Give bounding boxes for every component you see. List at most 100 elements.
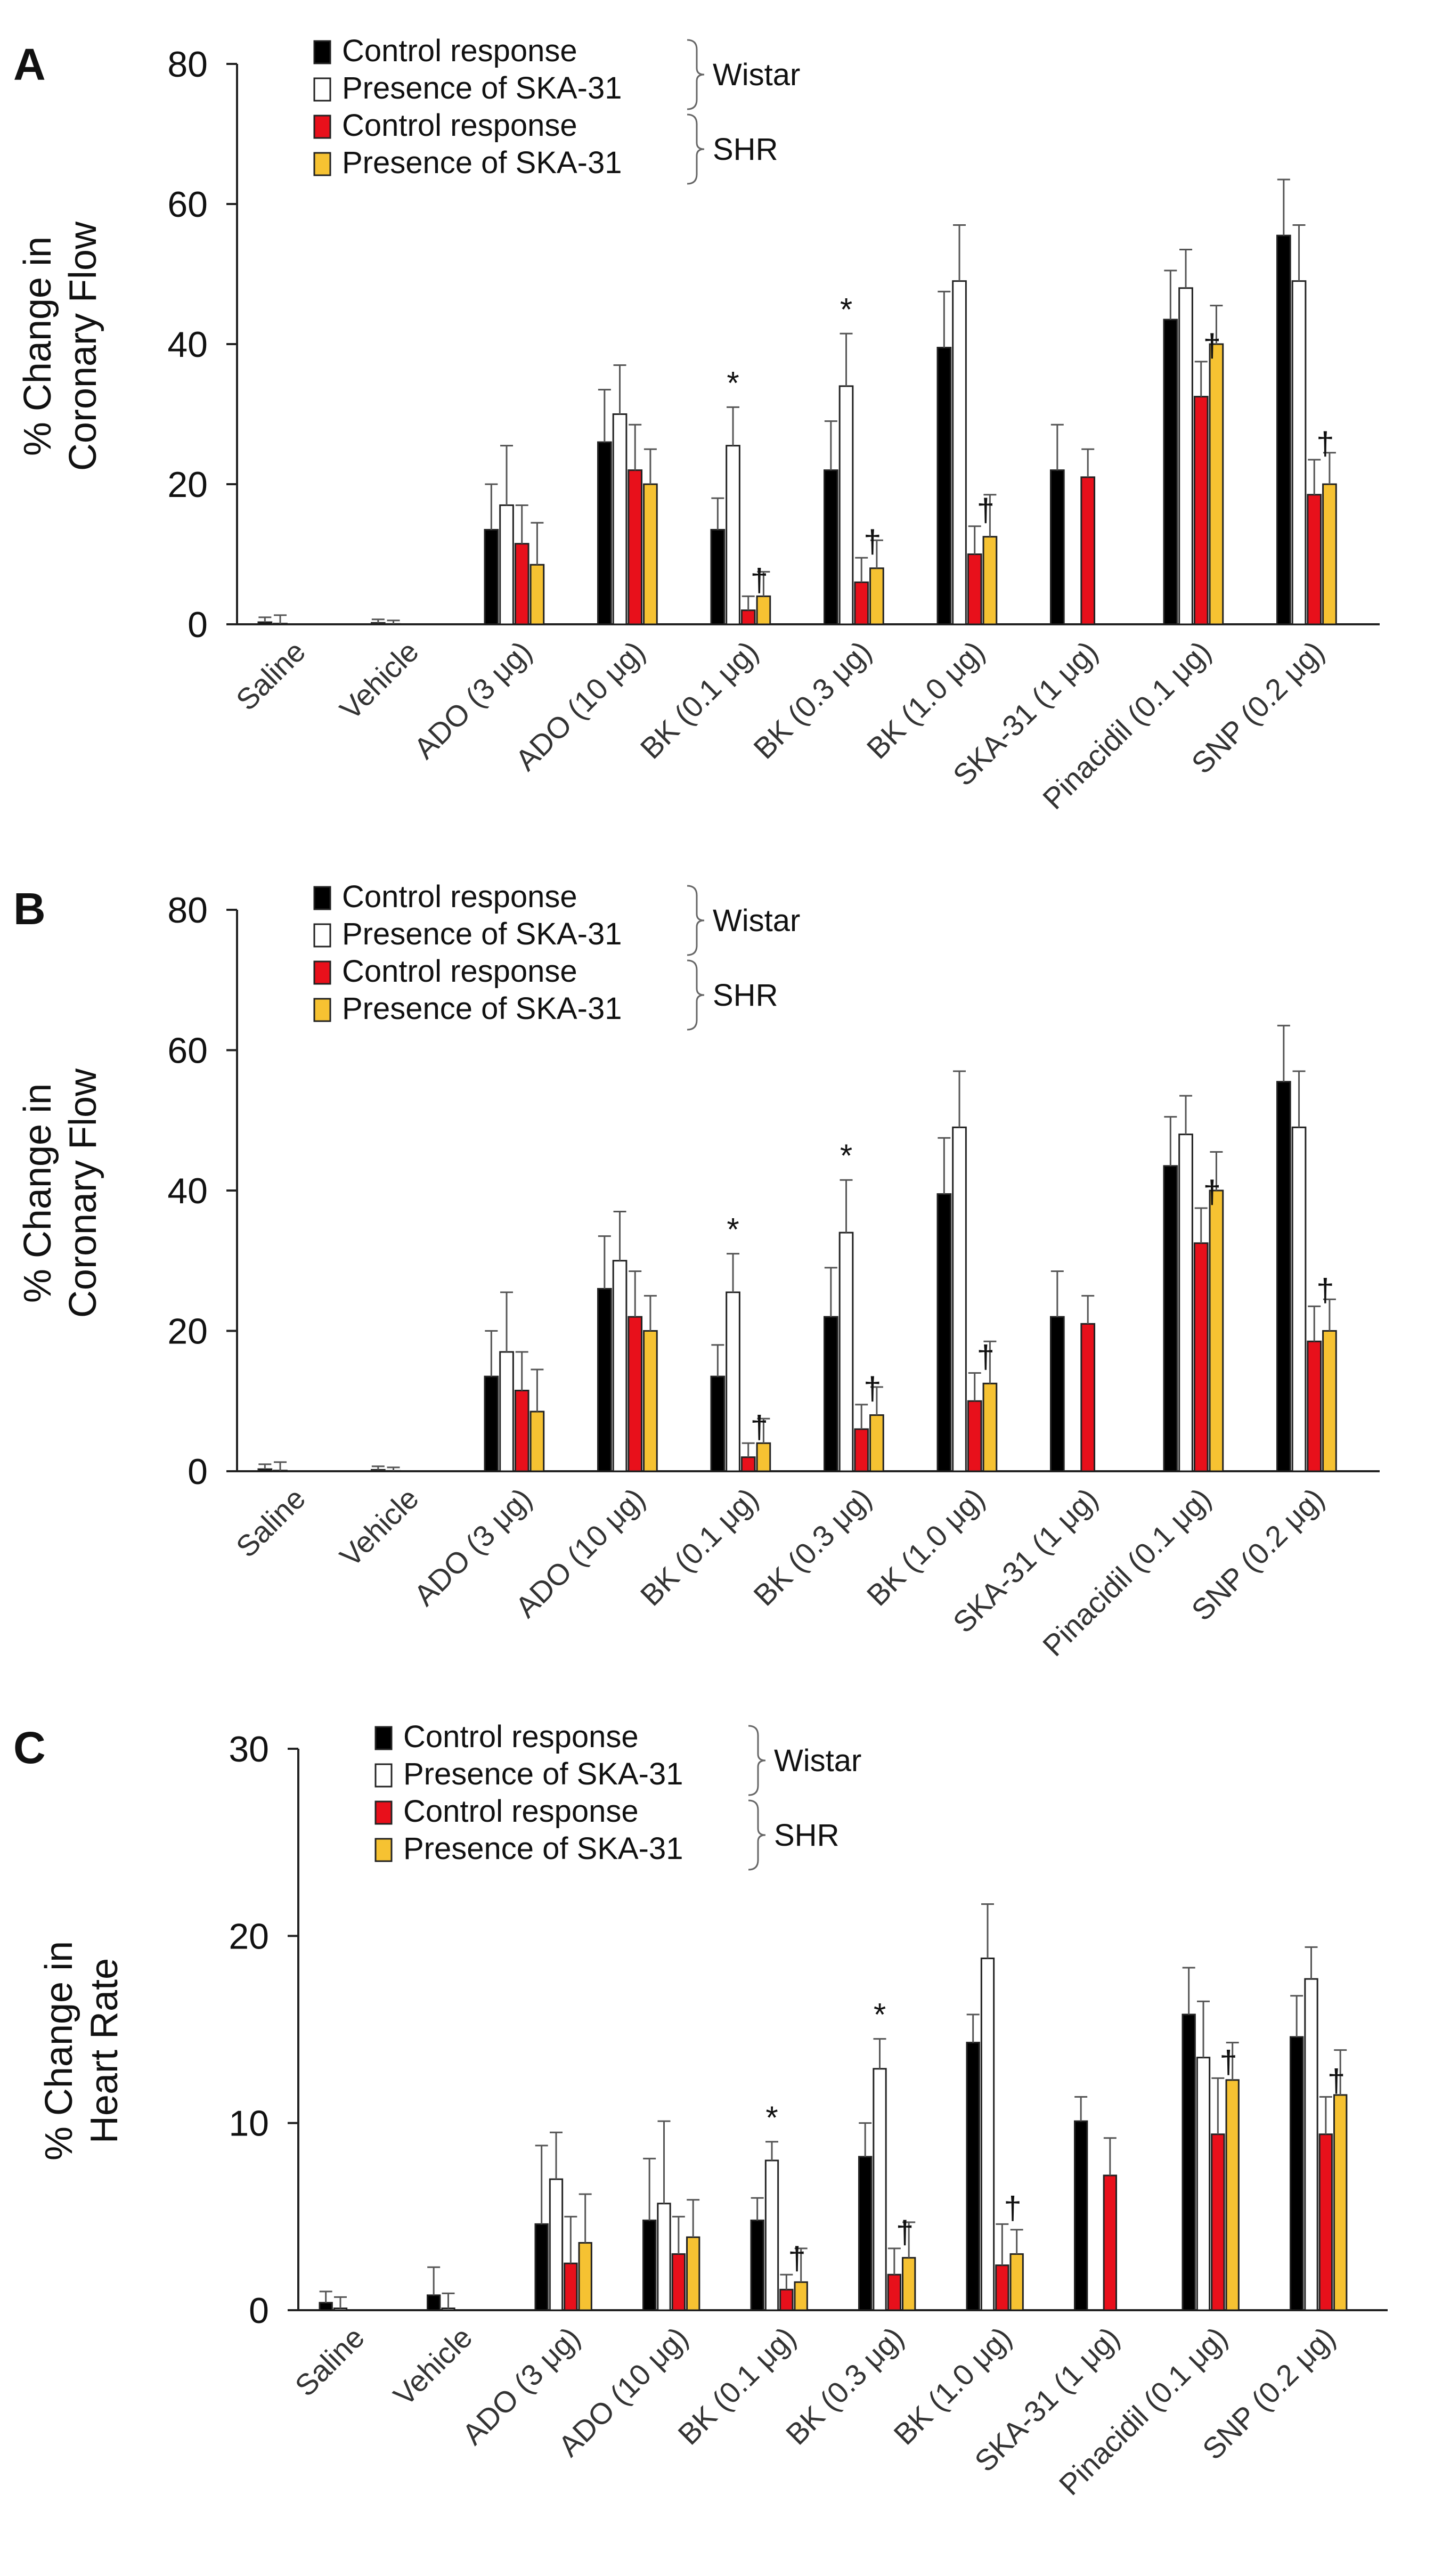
bar [1178, 287, 1193, 625]
bar [952, 280, 967, 625]
bar [710, 528, 726, 625]
significance-marker: † [788, 2240, 805, 2276]
legend-label: Presence of SKA-31 [342, 71, 622, 105]
bar [1163, 1165, 1178, 1472]
bar [333, 2307, 348, 2311]
bar [1211, 2133, 1225, 2311]
significance-marker: † [1219, 2044, 1237, 2080]
legend-label: Presence of SKA-31 [342, 917, 622, 951]
significance-marker: † [751, 562, 768, 598]
bar [952, 1126, 967, 1472]
bar [1276, 234, 1291, 625]
bar [257, 1468, 273, 1472]
bar [686, 2236, 700, 2311]
x-tick-label: BK (0.1 μg) [634, 1481, 765, 1612]
bar [643, 1330, 658, 1472]
significance-marker: † [1327, 2063, 1345, 2098]
significance-marker: † [751, 1409, 768, 1445]
bar [869, 567, 884, 625]
x-tick-label: Vehicle [387, 2320, 478, 2412]
legend-group-label: Wistar [713, 903, 800, 938]
bar [1178, 1134, 1193, 1472]
bar [1290, 2036, 1304, 2311]
legend-swatch [374, 1838, 393, 1862]
x-tick-label: Saline [230, 634, 312, 717]
bar [854, 581, 869, 625]
panel-a: A % Change in Coronary Flow 0 20 40 60 80 Sal… [13, 34, 1380, 816]
bar [1333, 2094, 1348, 2311]
legend-brace [687, 885, 705, 956]
legend-label: Presence of SKA-31 [342, 145, 622, 180]
bar [1307, 494, 1322, 625]
bar [319, 2302, 333, 2311]
panel-c: C % Change in Heart Rate 0 10 20 30 Saline Ve… [13, 1719, 1388, 2501]
bar [484, 528, 499, 625]
bar [1009, 2253, 1024, 2311]
bar [854, 1428, 869, 1472]
significance-marker: † [1203, 1174, 1221, 1210]
legend-swatch [313, 115, 331, 139]
y-tick-label: 20 [229, 1916, 269, 1957]
bar [529, 564, 545, 625]
bar [838, 385, 854, 625]
bar [564, 2262, 578, 2311]
bar [838, 1232, 854, 1472]
significance-marker: * [874, 1997, 886, 2033]
legend-swatch [313, 152, 331, 176]
y-tick-label: 60 [167, 1031, 208, 1071]
bar [936, 347, 952, 625]
legend-swatch [374, 1726, 393, 1750]
bar [514, 1389, 529, 1472]
bar [764, 2159, 779, 2311]
bar [371, 1469, 386, 1472]
y-axis-title-line2: Coronary Flow [62, 1068, 104, 1318]
legend-brace [748, 1725, 766, 1796]
legend-brace [748, 1799, 766, 1871]
legend-group-label: Wistar [774, 1743, 861, 1778]
panel-letter: A [13, 39, 46, 89]
y-tick-label: 60 [167, 184, 208, 225]
significance-marker: † [1316, 1272, 1334, 1308]
bar [514, 543, 529, 625]
y-axis-title-line1: % Change in [17, 1083, 59, 1303]
legend-brace [687, 39, 705, 110]
bar [982, 536, 998, 625]
y-tick-label: 0 [249, 2290, 269, 2331]
legend-label: Control response [403, 1794, 639, 1829]
bar [756, 1442, 771, 1472]
panel-letter: C [13, 1723, 46, 1773]
bar [1193, 1242, 1209, 1472]
bar [1050, 469, 1065, 625]
y-tick-label: 80 [167, 44, 208, 85]
legend-group-label: SHR [713, 132, 778, 167]
bar [980, 1957, 995, 2311]
panel-letter: B [13, 884, 46, 934]
significance-marker: * [840, 1138, 852, 1173]
bar [612, 413, 628, 625]
significance-marker: † [1004, 2190, 1021, 2226]
legend-group-label: SHR [774, 1818, 839, 1853]
bar [612, 1260, 628, 1472]
legend-swatch [313, 923, 331, 948]
x-tick-label: BK (0.1 μg) [634, 634, 765, 765]
bar [1322, 483, 1337, 625]
legend-brace [687, 113, 705, 185]
bar [1291, 1126, 1307, 1472]
x-tick-label: BK (0.3 μg) [747, 1481, 878, 1612]
legend-label: Presence of SKA-31 [403, 1831, 683, 1866]
legend-swatch [374, 1763, 393, 1788]
bar [578, 2242, 592, 2311]
panel-b: B % Change in Coronary Flow 0 20 40 60 80 Sal… [13, 879, 1380, 1662]
y-tick-label: 10 [229, 2104, 269, 2144]
bar [1182, 2013, 1196, 2311]
significance-marker: † [863, 1371, 881, 1406]
bar [966, 2042, 980, 2311]
y-axis-title: % Change in Heart Rate [38, 1941, 126, 2161]
bar [371, 622, 386, 625]
bar [824, 1316, 838, 1472]
legend-swatch [313, 960, 331, 985]
legend-label: Control response [342, 954, 577, 989]
bar [642, 2219, 657, 2311]
y-tick-label: 80 [167, 890, 208, 931]
